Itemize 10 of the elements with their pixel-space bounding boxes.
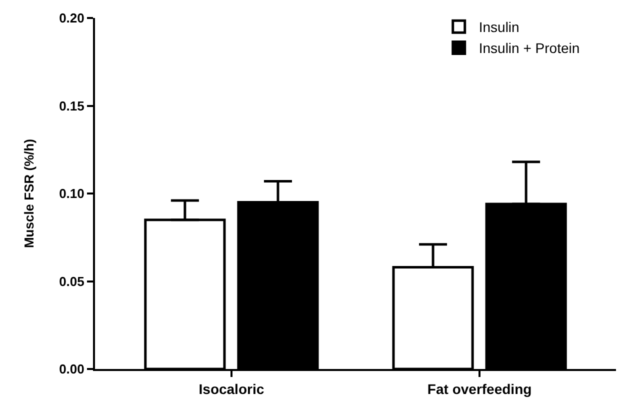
x-tick-label: Fat overfeeding [427, 380, 532, 397]
y-tick-label: 0.15 [59, 98, 84, 114]
y-axis-title: Muscle FSR (%/h) [22, 138, 37, 248]
y-tick-label: 0.00 [59, 362, 84, 377]
y-tick-label: 0.20 [59, 10, 84, 26]
y-tick-label: 0.10 [59, 186, 84, 202]
legend-label: Insulin [478, 19, 520, 36]
legend-label: Insulin + Protein [478, 40, 580, 56]
x-tick-label: Isocaloric [198, 380, 264, 397]
y-tick-label: 0.05 [59, 274, 84, 289]
